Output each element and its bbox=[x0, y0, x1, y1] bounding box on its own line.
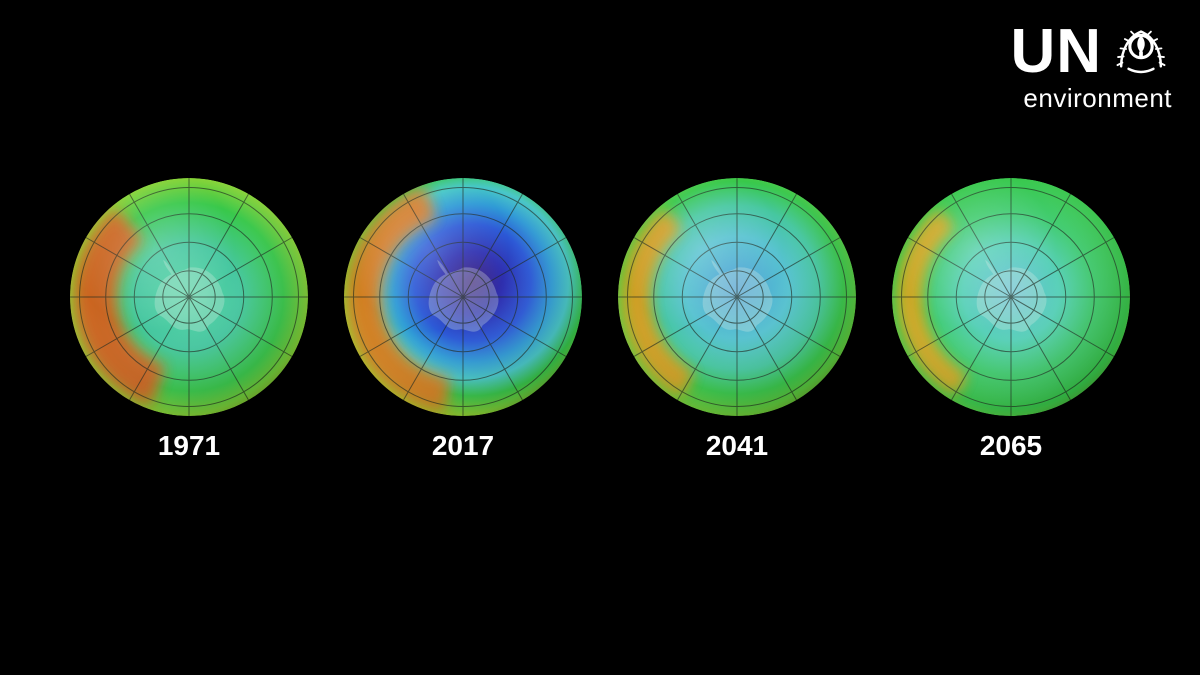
un-environment-logo: UN bbox=[1010, 18, 1172, 114]
globe-2017 bbox=[344, 178, 582, 416]
globes-row: 1971 2017 2041 2065 bbox=[0, 178, 1200, 462]
globe-cell-2041: 2041 bbox=[618, 178, 856, 462]
globe-cell-2065: 2065 bbox=[892, 178, 1130, 462]
sphere-shading bbox=[344, 178, 582, 416]
year-label: 1971 bbox=[158, 430, 220, 462]
logo-top-row: UN bbox=[1010, 18, 1172, 85]
logo-sub-text: environment bbox=[1010, 83, 1172, 114]
unep-wreath-icon bbox=[1110, 18, 1172, 85]
logo-main-text: UN bbox=[1010, 21, 1102, 83]
globe-1971 bbox=[70, 178, 308, 416]
sphere-shading bbox=[70, 178, 308, 416]
year-label: 2017 bbox=[432, 430, 494, 462]
sphere-shading bbox=[618, 178, 856, 416]
sphere-shading bbox=[892, 178, 1130, 416]
globe-cell-2017: 2017 bbox=[344, 178, 582, 462]
year-label: 2041 bbox=[706, 430, 768, 462]
globe-2065 bbox=[892, 178, 1130, 416]
globe-cell-1971: 1971 bbox=[70, 178, 308, 462]
year-label: 2065 bbox=[980, 430, 1042, 462]
globe-2041 bbox=[618, 178, 856, 416]
figure-stage: UN bbox=[0, 0, 1200, 675]
